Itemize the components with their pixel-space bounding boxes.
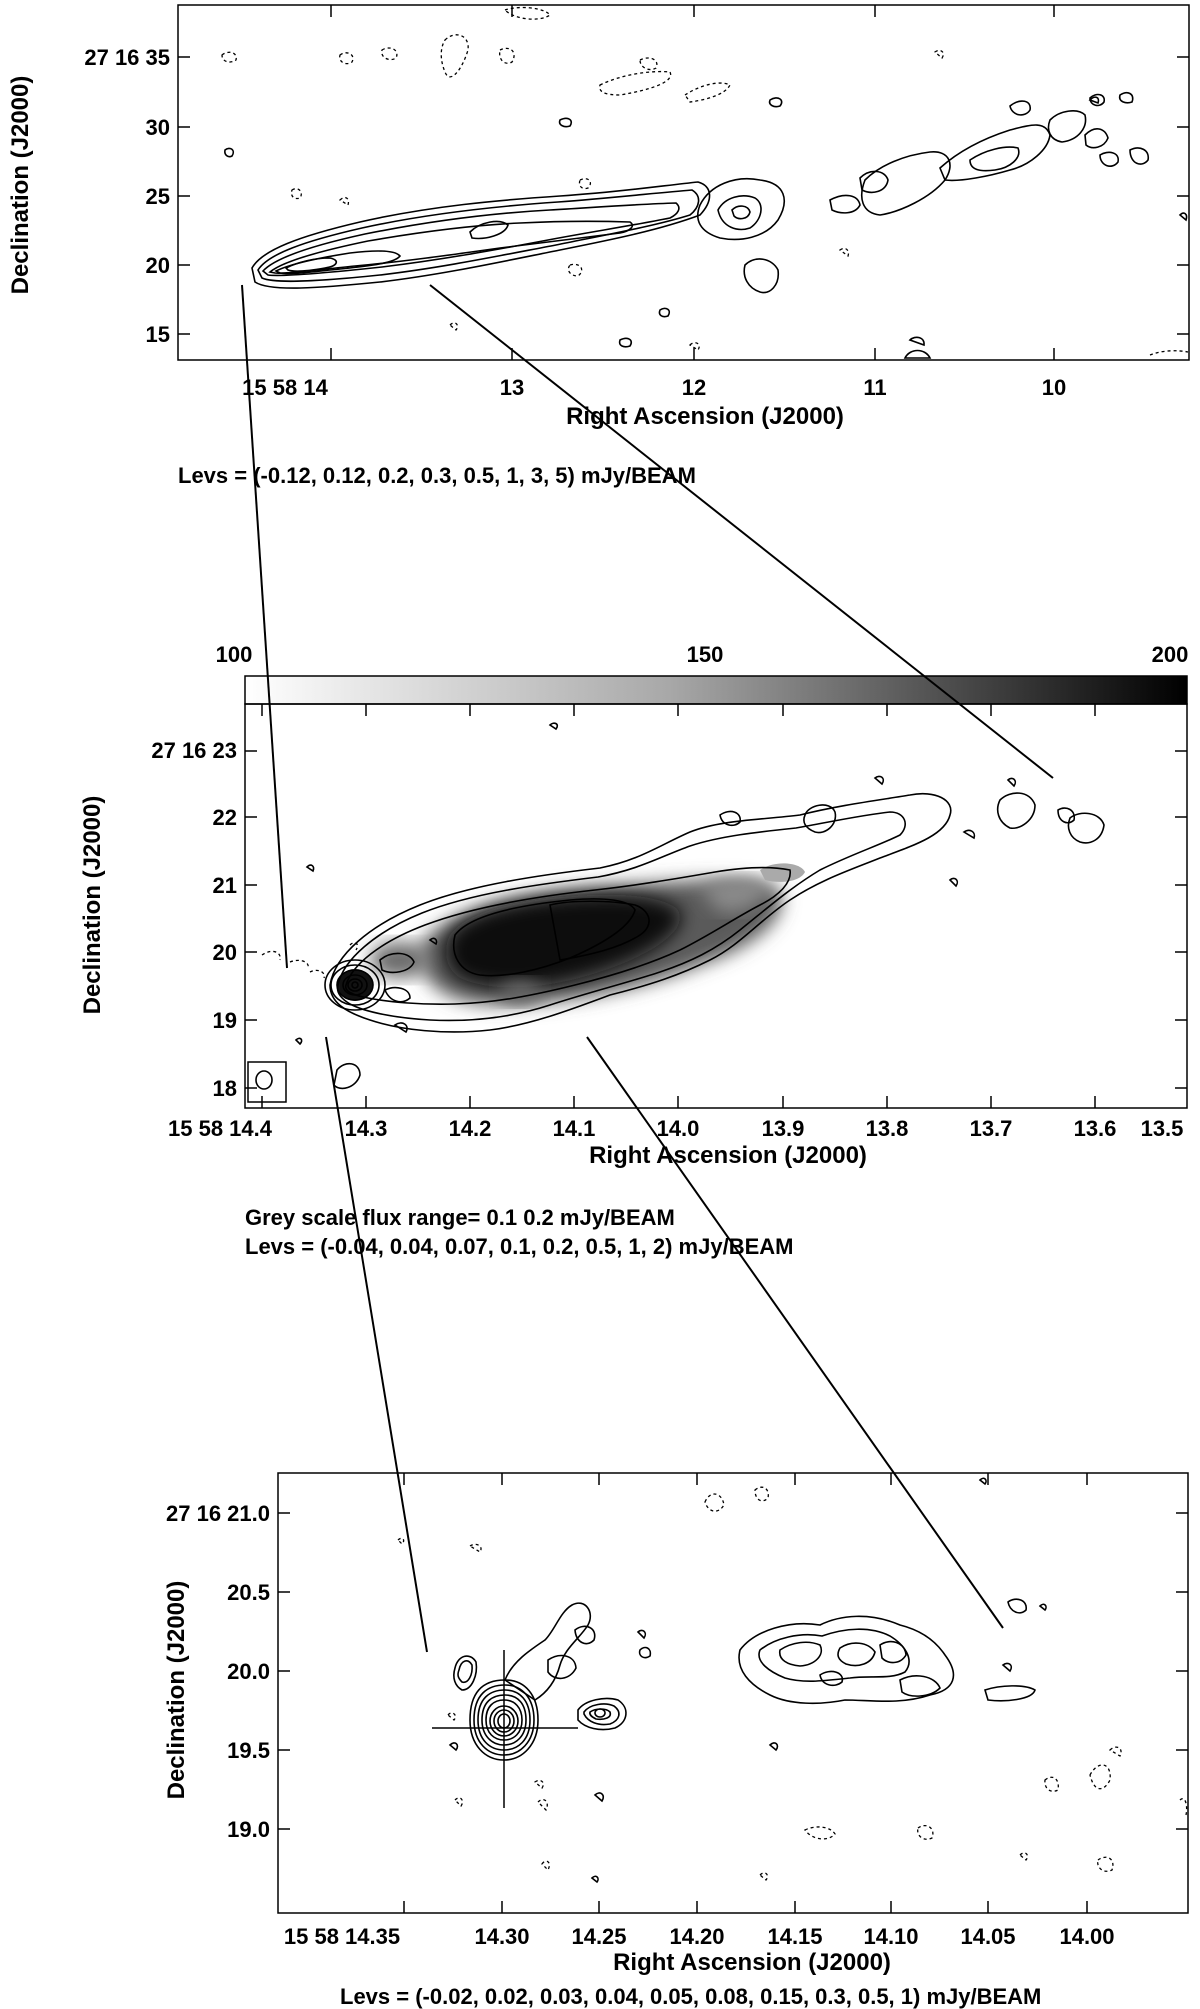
top-xtick-1: 13 <box>500 375 524 400</box>
zoom-leader-lines <box>241 284 1054 1653</box>
top-ytick-1: 30 <box>146 115 170 140</box>
middle-xtick-4: 14.0 <box>657 1116 700 1141</box>
panel-top: 27 16 35 30 25 20 15 15 58 14 13 12 11 1… <box>7 4 1190 488</box>
panel-bottom: 27 16 21.0 20.5 20.0 19.5 19.0 15 58 14.… <box>163 1472 1189 2009</box>
middle-ytick-3: 20 <box>213 940 237 965</box>
leader-top-right <box>429 284 1054 779</box>
middle-beam-ellipse <box>255 1070 273 1090</box>
bottom-plot-frame <box>277 1472 1189 1914</box>
bottom-contours <box>448 1477 1047 1884</box>
middle-x-axis-title: Right Ascension (J2000) <box>589 1142 867 1169</box>
middle-ytick-4: 19 <box>213 1008 237 1033</box>
bottom-xtick-7: 14.00 <box>1059 1924 1114 1949</box>
bottom-ytick-0: 27 16 21.0 <box>166 1501 270 1526</box>
leader-top-left <box>241 284 288 969</box>
bottom-x-axis-title: Right Ascension (J2000) <box>613 1949 891 1976</box>
top-ytick-0: 27 16 35 <box>84 45 170 70</box>
middle-negative-contours <box>261 942 359 979</box>
middle-ytick-5: 18 <box>213 1076 237 1101</box>
bottom-levels-caption: Levs = (-0.02, 0.02, 0.03, 0.04, 0.05, 0… <box>340 1984 1041 2009</box>
panel-middle: 100 150 200 <box>79 642 1188 1259</box>
colorbar-label-2: 200 <box>1152 642 1189 667</box>
top-xtick-0: 15 58 14 <box>242 375 328 400</box>
bottom-negative-contours <box>397 1486 1188 1881</box>
top-plot-frame <box>177 4 1190 361</box>
leader-middle-left <box>325 1036 428 1653</box>
top-xtick-4: 10 <box>1042 375 1066 400</box>
middle-ytick-0: 27 16 23 <box>151 738 237 763</box>
middle-beam-box <box>247 1061 287 1103</box>
bottom-y-ticks <box>278 1512 1188 1830</box>
top-y-axis-title: Declination (J2000) <box>7 76 34 295</box>
middle-xtick-9-visible: 13.5 <box>1141 1116 1184 1141</box>
middle-xtick-1: 14.3 <box>345 1116 388 1141</box>
middle-xtick-3: 14.1 <box>553 1116 596 1141</box>
bottom-xtick-3: 14.20 <box>669 1924 724 1949</box>
top-contours <box>224 92 1188 359</box>
middle-y-axis-title: Declination (J2000) <box>79 796 106 1015</box>
leader-middle-right <box>586 1036 1004 1629</box>
middle-x-ticks <box>261 704 1096 1108</box>
middle-levels-caption: Levs = (-0.04, 0.04, 0.07, 0.1, 0.2, 0.5… <box>245 1234 793 1259</box>
middle-ytick-2: 21 <box>213 873 237 898</box>
middle-xtick-5: 13.9 <box>762 1116 805 1141</box>
top-xtick-3: 11 <box>863 375 886 400</box>
bottom-ytick-3: 19.5 <box>227 1738 270 1763</box>
bottom-ytick-1: 20.5 <box>227 1580 270 1605</box>
top-ytick-3: 20 <box>146 253 170 278</box>
bottom-ytick-4: 19.0 <box>227 1817 270 1842</box>
middle-plot-frame <box>244 703 1188 1109</box>
bottom-xtick-0: 15 58 14.35 <box>284 1924 400 1949</box>
middle-y-ticks <box>245 750 1187 1089</box>
middle-xtick-2: 14.2 <box>449 1116 492 1141</box>
colorbar-label-0: 100 <box>216 642 253 667</box>
bottom-ytick-2: 20.0 <box>227 1659 270 1684</box>
top-xtick-2: 12 <box>682 375 706 400</box>
top-negative-contours <box>221 6 1189 356</box>
top-x-axis-title: Right Ascension (J2000) <box>566 403 844 430</box>
bottom-xtick-1: 14.30 <box>474 1924 529 1949</box>
middle-xtick-6: 13.8 <box>866 1116 909 1141</box>
middle-ytick-1: 22 <box>213 805 237 830</box>
middle-greyscale-caption: Grey scale flux range= 0.1 0.2 mJy/BEAM <box>245 1205 675 1230</box>
top-ytick-2: 25 <box>146 184 170 209</box>
bottom-xtick-6: 14.05 <box>960 1924 1015 1949</box>
colorbar <box>244 675 1188 705</box>
top-ytick-4: 15 <box>146 322 170 347</box>
middle-xtick-0: 15 58 14.4 <box>168 1116 273 1141</box>
middle-contours <box>247 722 1105 1103</box>
bottom-xtick-2: 14.25 <box>571 1924 626 1949</box>
middle-xtick-8: 13.6 <box>1074 1116 1117 1141</box>
top-y-ticks <box>178 56 1189 335</box>
bottom-xtick-5: 14.10 <box>863 1924 918 1949</box>
bottom-xtick-4: 14.15 <box>767 1924 822 1949</box>
colorbar-label-1: 150 <box>687 642 724 667</box>
bottom-x-ticks <box>403 1473 1088 1913</box>
top-levels-caption: Levs = (-0.12, 0.12, 0.2, 0.3, 0.5, 1, 3… <box>178 463 696 488</box>
bottom-y-axis-title: Declination (J2000) <box>163 1581 190 1800</box>
middle-xtick-7: 13.7 <box>970 1116 1013 1141</box>
